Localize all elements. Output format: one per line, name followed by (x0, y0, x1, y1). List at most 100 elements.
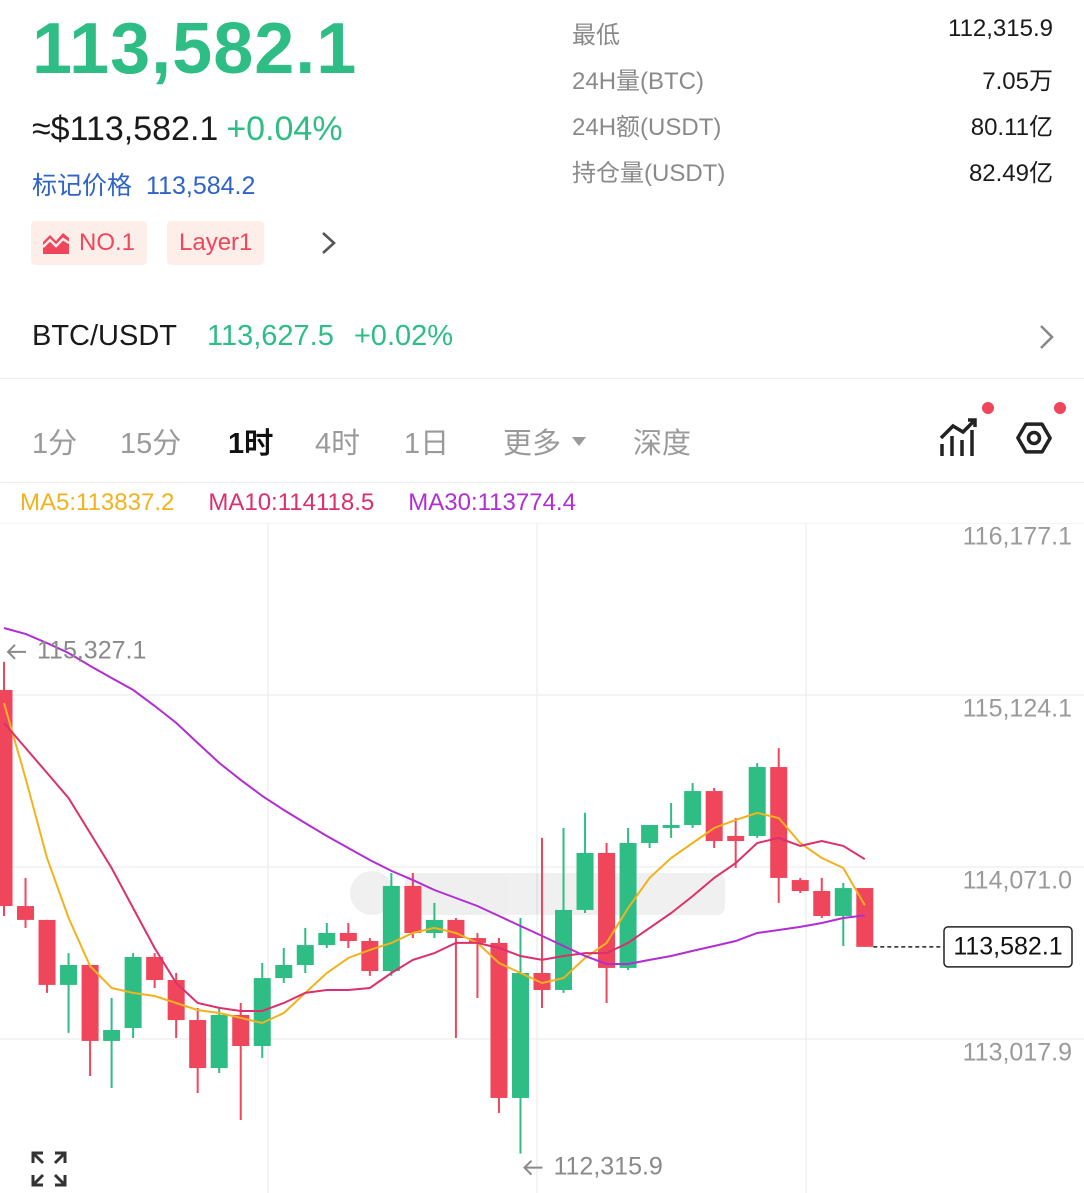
y-tick-label: 114,071.0 (963, 867, 1072, 895)
settings-button[interactable] (1010, 400, 1072, 462)
candle-body (17, 906, 35, 920)
rank-tag[interactable]: NO.1 (31, 221, 148, 265)
candle-body (296, 945, 314, 965)
stat-value: 7.05万 (982, 68, 1053, 95)
candle-body (576, 852, 594, 910)
candle-body (619, 842, 637, 968)
usd-price: ≈$113,582.1 (32, 110, 219, 148)
candle-body (684, 791, 702, 826)
candle-body (382, 885, 400, 972)
rank-icon (42, 233, 70, 254)
pair-change: +0.02% (353, 320, 454, 352)
candle-body (511, 972, 529, 1098)
interval-tab[interactable]: 1时 (228, 428, 274, 460)
candle-body (791, 880, 809, 892)
pair-chevron[interactable] (1036, 323, 1058, 351)
divider (0, 378, 1084, 379)
interval-tab[interactable]: 更多 (503, 428, 562, 460)
mark-price: 113,584.2 (146, 172, 256, 200)
pair-price: 113,627.5 (207, 320, 334, 352)
candle-body (856, 888, 874, 947)
candle-body (167, 980, 185, 1021)
candle-body (555, 909, 573, 990)
candle-body (641, 825, 659, 843)
ma-line (3, 722, 866, 1012)
interval-tab[interactable]: 1日 (404, 428, 450, 460)
legend-entry: MA10:114118.5 (208, 489, 375, 516)
candle-body (210, 1014, 228, 1069)
marker-label: 115,327.1 (37, 636, 146, 664)
pair-name: BTC/USDT (32, 320, 177, 352)
candle-body (813, 891, 831, 916)
last-price-label: 113,582.1 (953, 932, 1062, 960)
price-change: +0.04% (226, 110, 343, 148)
legend-entry: MA5:113837.2 (20, 489, 175, 516)
stat-label: 24H额(USDT) (572, 114, 722, 141)
stat-label: 持仓量(USDT) (572, 160, 726, 187)
ma-line (3, 627, 865, 965)
candle-body (705, 791, 723, 842)
interval-tab[interactable]: 4时 (315, 428, 361, 460)
candle-body (81, 964, 99, 1041)
candle-body (425, 919, 443, 933)
spot-pair-row[interactable]: BTC/USDT 113,627.5 +0.02% (32, 320, 453, 353)
ma-legend: MA5:113837.2 MA10:114118.5 MA30:113774.4 (20, 489, 610, 517)
last-price: 113,582.1 (32, 9, 358, 89)
fullscreen-button[interactable] (30, 1150, 68, 1188)
candle-body (533, 972, 551, 990)
dropdown-arrow[interactable] (571, 435, 589, 449)
candle-body (232, 1014, 250, 1047)
stat-value: 80.11亿 (970, 114, 1053, 141)
candle-body (275, 964, 293, 979)
sector-tag-text: Layer1 (179, 229, 253, 256)
candle-body (834, 888, 852, 916)
candle-body (748, 767, 766, 836)
legend-entry: MA30:113774.4 (408, 489, 576, 516)
stat-value: 112,315.9 (948, 15, 1053, 42)
rank-tag-text: NO.1 (79, 229, 136, 256)
divider (0, 482, 1084, 483)
candle-body (598, 852, 616, 968)
usd-price-row: ≈$113,582.1 +0.04% (32, 110, 343, 149)
interval-tab[interactable]: 深度 (633, 428, 692, 460)
candle-body (339, 932, 357, 941)
interval-tab[interactable]: 15分 (120, 428, 182, 460)
candle-body (468, 938, 486, 943)
candle-body (361, 940, 379, 972)
candle-body (318, 932, 336, 946)
candle-body (490, 942, 508, 1098)
candle-body (103, 1029, 121, 1041)
y-tick-label: 115,124.1 (963, 695, 1072, 723)
interval-tab[interactable]: 1分 (32, 428, 78, 460)
dropdown-triangle (572, 437, 586, 446)
candle-body (60, 964, 78, 985)
ma-line (3, 702, 866, 1025)
marker-arrow (6, 644, 26, 660)
indicator-button[interactable] (935, 400, 995, 462)
candle-body (404, 885, 422, 933)
last-price-box (943, 926, 1073, 968)
candlestick-chart: 116,177.1 115,124.1 114,071.0 113,017.9 115,… (0, 523, 1084, 1193)
candle-body (38, 919, 56, 985)
mark-price-row: 标记价格 113,584.2 (32, 166, 255, 202)
mark-price-label: 标记价格 (32, 172, 133, 200)
candle-body (770, 767, 788, 878)
y-tick-label: 113,017.9 (963, 1039, 1072, 1067)
stat-label: 最低 (572, 22, 620, 49)
sector-tag[interactable]: Layer1 (167, 221, 265, 265)
stat-value: 82.49亿 (968, 160, 1053, 187)
candle-body (0, 689, 13, 907)
marker-label: 112,315.9 (553, 1152, 662, 1180)
stat-label: 24H量(BTC) (572, 68, 705, 95)
candle-body (189, 1020, 207, 1069)
candle-body (727, 835, 745, 842)
candle-body (662, 825, 680, 828)
y-tick-label: 116,177.1 (963, 523, 1072, 551)
tags-chevron[interactable] (318, 230, 340, 256)
candle-body (253, 978, 271, 1047)
marker-arrow (523, 1159, 543, 1176)
candle-body (146, 956, 164, 981)
candle-body (447, 919, 465, 939)
